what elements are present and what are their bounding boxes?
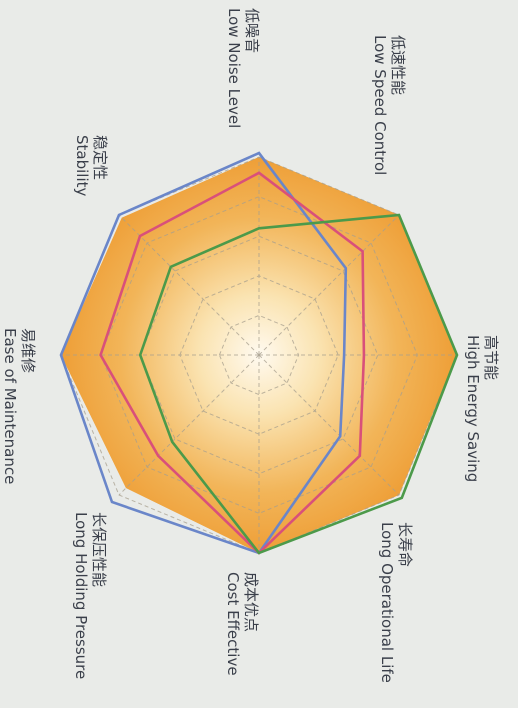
- axis-label-zh-stability: 稳定性: [91, 135, 109, 180]
- axis-label-zh-maintenance: 易维修: [19, 328, 37, 373]
- axis-label-zh-cost: 成本优点: [242, 572, 260, 632]
- axis-label-en-life: Long Operational Life: [378, 522, 396, 683]
- axis-label-en-energy: High Energy Saving: [464, 335, 482, 482]
- axis-label-zh-low_noise: 低噪音: [243, 8, 261, 53]
- axis-label-en-stability: Stability: [73, 135, 91, 197]
- axis-label-zh-energy: 高节能: [482, 335, 500, 380]
- axis-label-zh-life: 长寿命: [396, 522, 414, 567]
- axis-label-en-low_speed: Low Speed Control: [371, 35, 389, 175]
- axis-label-en-maintenance: Ease of Maintenance: [1, 328, 19, 484]
- axis-label-zh-holding: 长保压性能: [90, 512, 108, 587]
- axis-label-en-cost: Cost Effective: [224, 572, 242, 676]
- axis-label-zh-low_speed: 低速性能: [389, 35, 407, 95]
- axis-label-en-low_noise: Low Noise Level: [225, 8, 243, 128]
- axis-label-en-holding: Long Holding Pressure: [72, 512, 90, 679]
